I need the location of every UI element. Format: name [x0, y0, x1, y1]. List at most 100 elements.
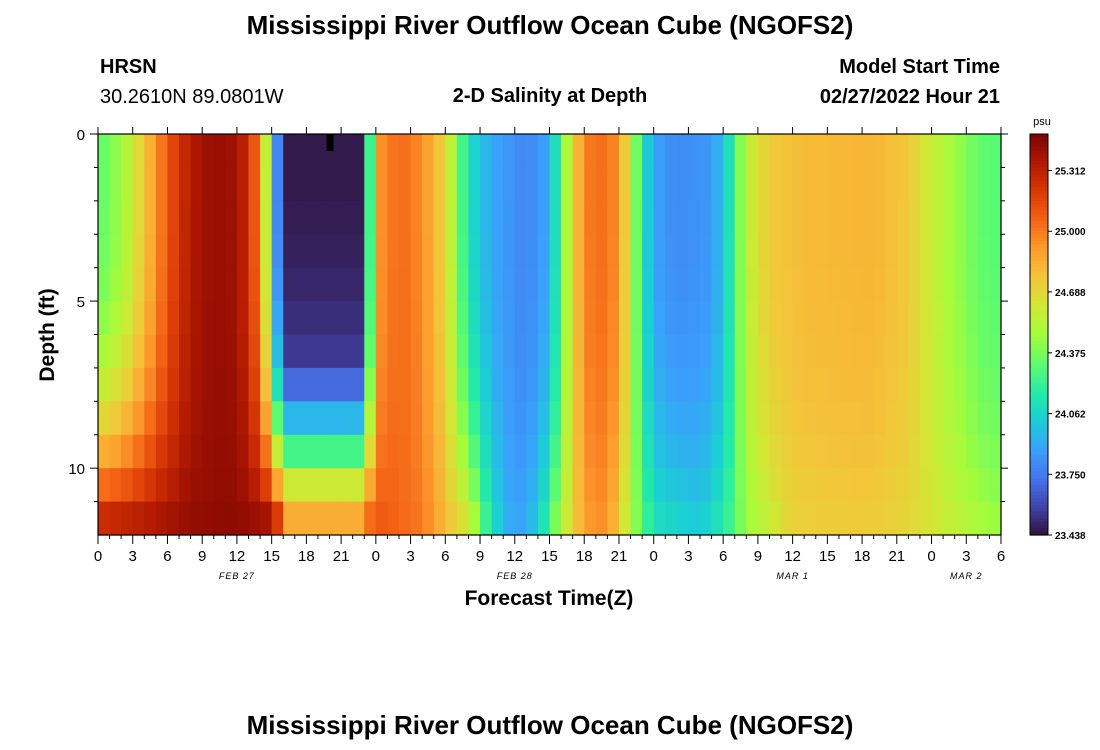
heatmap-cell	[283, 200, 296, 235]
heatmap-cell	[526, 234, 539, 269]
heatmap-cell	[132, 267, 145, 302]
heatmap-cell	[630, 334, 643, 369]
heatmap-cell	[792, 334, 805, 369]
heatmap-cell	[260, 134, 273, 169]
heatmap-cell	[202, 301, 215, 336]
heatmap-cell	[827, 468, 840, 503]
colorbar-segment	[1030, 404, 1048, 409]
colorbar-segment	[1030, 207, 1048, 212]
heatmap-cell	[642, 401, 655, 436]
heatmap-cell	[387, 134, 400, 169]
heatmap-cell	[700, 267, 713, 302]
colorbar-segment	[1030, 200, 1048, 205]
heatmap-cell	[700, 234, 713, 269]
heatmap-cell	[954, 234, 967, 269]
heatmap-cell	[665, 401, 678, 436]
heatmap-cell	[827, 167, 840, 202]
heatmap-cell	[503, 134, 516, 169]
heatmap-cell	[850, 334, 863, 369]
heatmap-cell	[792, 401, 805, 436]
heatmap-cell	[468, 434, 481, 469]
heatmap-cell	[109, 167, 122, 202]
heatmap-cell	[537, 468, 551, 503]
heatmap-cell	[584, 434, 597, 469]
x-tick-label: 3	[962, 548, 970, 565]
heatmap-cell	[618, 234, 632, 269]
heatmap-cell	[317, 334, 331, 369]
colorbar-segment	[1030, 307, 1048, 312]
heatmap-cell	[804, 134, 817, 169]
heatmap-cell	[618, 200, 632, 235]
heatmap-cell	[387, 167, 400, 202]
heatmap-cell	[908, 200, 921, 235]
heatmap-cell	[700, 301, 713, 336]
colorbar-tick-label: 24.375	[1055, 349, 1086, 360]
heatmap-cell	[248, 134, 261, 169]
colorbar-segment	[1030, 167, 1048, 172]
heatmap-cell	[387, 468, 400, 503]
heatmap-cell	[387, 234, 400, 269]
heatmap-cell	[885, 501, 898, 536]
heatmap-cell	[815, 401, 828, 436]
heatmap-cell	[317, 234, 331, 269]
heatmap-cell	[618, 167, 632, 202]
heatmap-cell	[966, 334, 979, 369]
heatmap-cell	[399, 301, 412, 336]
heatmap-cell	[642, 267, 655, 302]
heatmap-cell	[526, 301, 539, 336]
colorbar-segment	[1030, 197, 1048, 202]
colorbar-segment	[1030, 344, 1048, 349]
colorbar-segment	[1030, 351, 1048, 356]
heatmap-cell	[572, 334, 585, 369]
heatmap-cell	[317, 167, 331, 202]
heatmap-cell	[769, 200, 782, 235]
heatmap-cell	[202, 501, 215, 536]
heatmap-cell	[202, 434, 215, 469]
heatmap-cell	[480, 334, 493, 369]
heatmap-cell	[584, 167, 597, 202]
heatmap-cell	[491, 468, 504, 503]
heatmap-cell	[132, 234, 145, 269]
colorbar-segment	[1030, 317, 1048, 322]
heatmap-cell	[977, 134, 991, 169]
heatmap-cell	[781, 200, 794, 235]
date-label: MAR 2	[950, 571, 983, 581]
heatmap-cell	[294, 134, 307, 169]
heatmap-cell	[584, 267, 597, 302]
heatmap-cell	[607, 468, 620, 503]
heatmap-cell	[862, 301, 875, 336]
heatmap-cell	[700, 434, 713, 469]
heatmap-cell	[746, 301, 759, 336]
y-tick-label: 10	[68, 461, 85, 478]
colorbar-segment	[1030, 327, 1048, 332]
heatmap-cell	[155, 367, 169, 402]
heatmap-cell	[838, 468, 852, 503]
heatmap-cell	[352, 234, 365, 269]
heatmap-cell	[549, 401, 562, 436]
heatmap-cell	[595, 367, 608, 402]
heatmap-cell	[769, 301, 782, 336]
heatmap-cell	[433, 134, 446, 169]
heatmap-cell	[896, 134, 909, 169]
heatmap-cell	[190, 301, 203, 336]
heatmap-cell	[387, 267, 400, 302]
heatmap-cell	[804, 234, 817, 269]
heatmap-cell	[734, 134, 747, 169]
heatmap-cell	[549, 501, 562, 536]
heatmap-cell	[561, 167, 574, 202]
heatmap-cell	[132, 468, 145, 503]
heatmap-cell	[341, 401, 354, 436]
heatmap-cell	[537, 334, 551, 369]
heatmap-cell	[966, 367, 979, 402]
colorbar-segment	[1030, 361, 1048, 366]
heatmap-cell	[862, 367, 875, 402]
heatmap-cell	[665, 267, 678, 302]
heatmap-cell	[283, 234, 296, 269]
heatmap-cell	[850, 301, 863, 336]
heatmap-cell	[723, 167, 736, 202]
heatmap-cell	[225, 234, 238, 269]
heatmap-cell	[410, 501, 423, 536]
heatmap-cell	[827, 200, 840, 235]
heatmap-cell	[248, 234, 261, 269]
heatmap-cell	[688, 367, 701, 402]
